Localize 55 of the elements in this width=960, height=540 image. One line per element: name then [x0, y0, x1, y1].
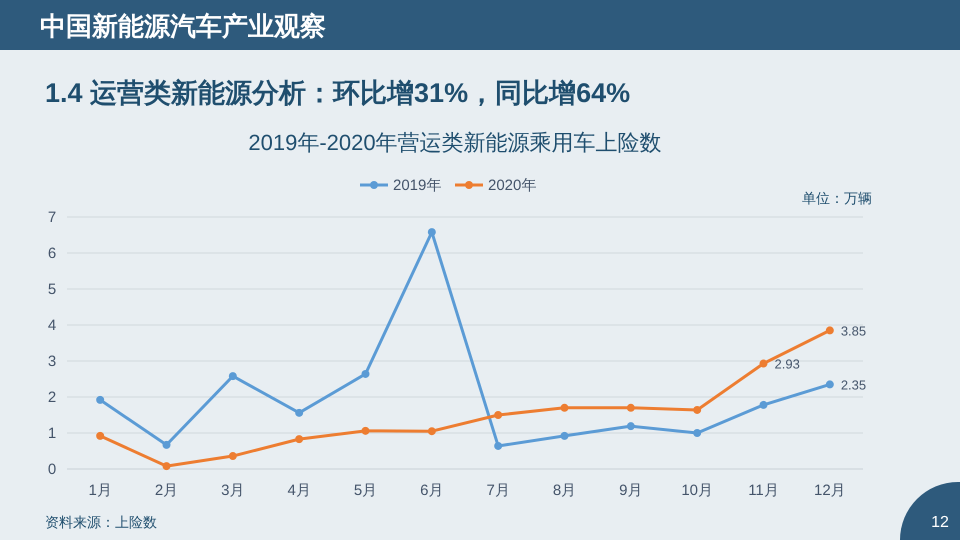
x-tick-label: 11月 [748, 482, 779, 499]
point [362, 370, 370, 378]
x-tick-label: 8月 [552, 482, 576, 499]
point [693, 429, 702, 437]
y-tick-label: 7 [48, 209, 56, 226]
point [228, 452, 237, 460]
point [428, 427, 436, 436]
x-tick-label: 12月 [814, 482, 846, 499]
point [760, 360, 768, 368]
point [693, 406, 702, 414]
x-tick-label: 5月 [354, 482, 378, 499]
legend-label: 2020年 [488, 177, 536, 194]
y-tick-label: 1 [48, 425, 56, 442]
y-tick-label: 0 [48, 461, 56, 478]
point [428, 228, 436, 236]
text: 1.4 运营类新能源分析：环比增31%，同比增64% [45, 78, 630, 108]
y-tick-label: 6 [48, 245, 56, 262]
text: 中国新能源汽车产业观察 [40, 11, 326, 41]
point [162, 462, 170, 470]
x-tick-label: 6月 [420, 482, 444, 499]
y-tick-label: 5 [48, 281, 56, 298]
point [295, 408, 304, 417]
x-tick-label: 7月 [486, 482, 510, 499]
x-tick-label: 9月 [619, 482, 643, 499]
data-label: 2.35 [840, 377, 866, 392]
point [626, 404, 635, 412]
text: 单位：万辆 [802, 190, 872, 206]
point [560, 432, 568, 440]
x-tick-label: 4月 [287, 482, 311, 499]
point [162, 440, 170, 449]
point [96, 432, 104, 440]
point [760, 400, 768, 409]
point [96, 396, 104, 404]
point [626, 422, 635, 430]
point [295, 435, 304, 444]
data-label: 3.85 [840, 323, 866, 338]
text: 12 [931, 514, 949, 531]
text: 资料来源：上险数 [45, 514, 157, 530]
data-label: 2.93 [774, 356, 800, 372]
point [560, 404, 568, 412]
y-tick-label: 3 [48, 353, 56, 370]
point [494, 442, 502, 450]
y-tick-label: 2 [48, 389, 56, 406]
legend-label: 2019年 [393, 177, 442, 194]
point [228, 372, 237, 380]
point [826, 380, 834, 388]
point [494, 411, 502, 419]
chart-title: 2019年-2020年营运类新能源乘用车上险数 [248, 130, 662, 155]
x-tick-label: 3月 [221, 482, 245, 499]
y-tick-label: 4 [48, 317, 56, 334]
x-tick-label: 2月 [154, 482, 178, 499]
x-tick-label: 10月 [681, 482, 714, 499]
point [826, 326, 834, 334]
x-tick-label: 1月 [88, 482, 112, 499]
point [362, 426, 370, 435]
